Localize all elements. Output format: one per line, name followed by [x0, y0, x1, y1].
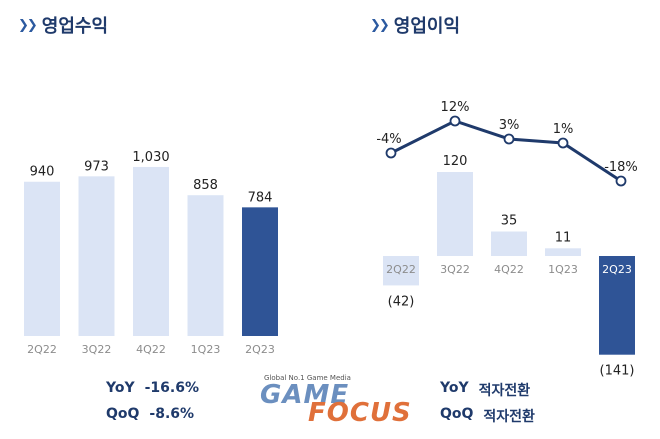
margin-label: 1%: [553, 122, 574, 137]
margin-label: 3%: [499, 118, 520, 133]
revenue-bar: [242, 207, 278, 336]
double-chevron-icon: ❯❯: [370, 17, 390, 33]
profit-yoy-value: 적자전환: [478, 383, 531, 399]
revenue-title-text: 영업수익: [41, 16, 109, 37]
watermark-tagline: Global No.1 Game Media: [264, 374, 351, 382]
revenue-yoy-label: YoY: [106, 380, 135, 396]
margin-point: [557, 137, 569, 149]
profit-data-label: 35: [501, 214, 518, 229]
revenue-bar: [187, 195, 224, 336]
profit-tick-label: 2Q22: [386, 263, 416, 276]
revenue-data-label: 973: [84, 159, 109, 174]
profit-yoy: YoY 적자전환: [440, 380, 530, 400]
profit-tick-label: 1Q23: [548, 263, 578, 276]
revenue-tick-label: 4Q22: [136, 343, 166, 356]
revenue-qoq: QoQ -8.6%: [106, 406, 194, 422]
profit-tick-label: 2Q23: [602, 263, 632, 276]
revenue-bar: [24, 181, 60, 336]
revenue-bar: [78, 176, 115, 336]
revenue-data-label: 1,030: [132, 150, 169, 165]
watermark-line1: GAME: [260, 380, 350, 410]
revenue-yoy: YoY -16.6%: [106, 380, 199, 396]
revenue-data-label: 940: [30, 165, 55, 180]
margin-point: [385, 147, 397, 159]
watermark-line2: FOCUS: [308, 398, 412, 428]
panel-title-revenue: ❯❯ 영업수익: [18, 12, 108, 38]
revenue-bar: [133, 166, 169, 336]
margin-point: [449, 115, 461, 127]
profit-qoq-value: 적자전환: [483, 409, 535, 425]
revenue-qoq-label: QoQ: [106, 406, 140, 422]
profit-bar: [437, 172, 473, 256]
revenue-data-label: 784: [248, 190, 273, 205]
profit-bar: [491, 231, 527, 256]
profit-data-label: 120: [443, 154, 468, 169]
profit-bar: [599, 256, 635, 355]
revenue-data-label: 858: [193, 178, 218, 193]
revenue-qoq-value: -8.6%: [149, 406, 195, 422]
profit-tick-label: 4Q22: [494, 263, 524, 276]
margin-point: [503, 133, 515, 145]
profit-yoy-label: YoY: [440, 380, 469, 396]
watermark-logo: Global No.1 Game Media GAME FOCUS: [258, 374, 411, 430]
revenue-yoy-value: -16.6%: [144, 380, 199, 396]
profit-data-label: (42): [388, 294, 415, 309]
profit-data-label: 11: [555, 230, 572, 245]
revenue-tick-label: 2Q22: [27, 343, 57, 356]
operating-profit-title-text: 영업이익: [393, 16, 461, 37]
profit-qoq: QoQ 적자전환: [440, 406, 535, 426]
profit-qoq-label: QoQ: [440, 406, 474, 422]
profit-tick-label: 3Q22: [440, 263, 470, 276]
profit-bar: [545, 248, 581, 256]
margin-point: [615, 175, 627, 187]
revenue-tick-label: 3Q22: [82, 343, 112, 356]
margin-label: -18%: [604, 160, 638, 175]
margin-label: 12%: [441, 100, 470, 115]
revenue-tick-label: 1Q23: [191, 343, 221, 356]
profit-data-label: (141): [600, 364, 635, 379]
profit-bar: [383, 256, 419, 286]
revenue-tick-label: 2Q23: [245, 343, 275, 356]
double-chevron-icon: ❯❯: [18, 17, 38, 33]
panel-title-operating-profit: ❯❯ 영업이익: [370, 12, 460, 38]
margin-label: -4%: [376, 132, 401, 147]
